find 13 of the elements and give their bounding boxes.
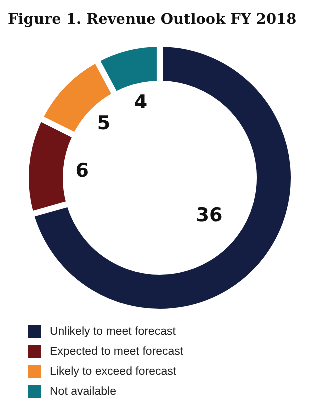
chart-title: Figure 1. Revenue Outlook FY 2018	[8, 11, 297, 28]
data-label: 6	[76, 160, 89, 182]
donut-slice	[42, 62, 114, 134]
legend-label: Likely to exceed forecast	[50, 366, 178, 378]
data-label: 4	[134, 91, 148, 114]
legend-label: Expected to meet forecast	[50, 346, 184, 358]
data-label: 5	[97, 112, 111, 135]
donut-slice	[98, 45, 159, 94]
data-label: 36	[196, 204, 223, 226]
donut-slice	[27, 120, 74, 214]
legend-label: Not available	[50, 386, 116, 398]
donut-slice	[32, 45, 293, 311]
legend-label: Unlikely to meet forecast	[50, 326, 177, 338]
